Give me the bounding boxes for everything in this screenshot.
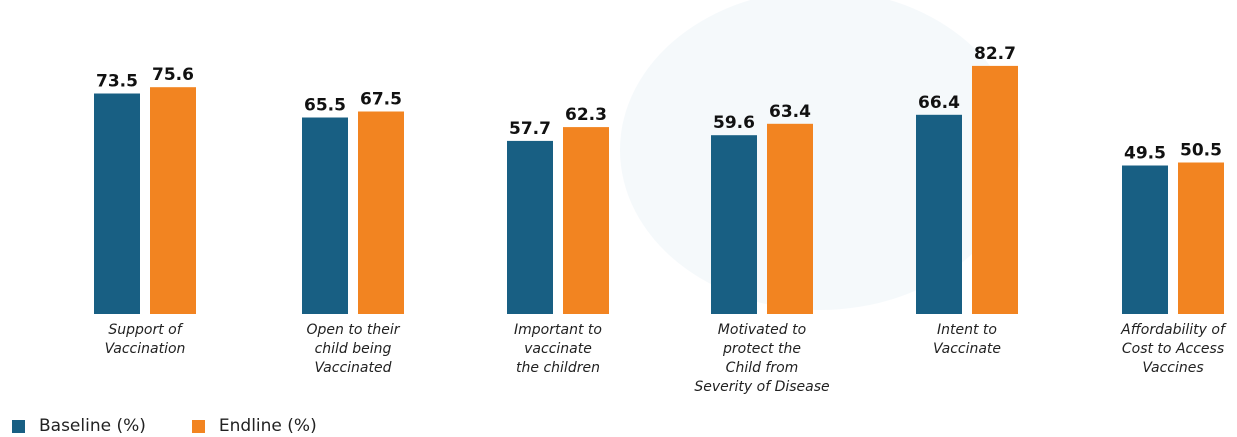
category-label-line: Child from (726, 360, 799, 376)
value-label-baseline-5: 49.5 (1124, 144, 1166, 164)
value-label-endline-0: 75.6 (152, 65, 194, 85)
category-label-line: Important to (514, 322, 602, 338)
category-label-line: Cost to Access (1122, 341, 1224, 357)
bar-endline-0 (150, 87, 196, 314)
category-label-line: vaccinate (524, 341, 592, 357)
bar-endline-4 (972, 65, 1018, 315)
bar-endline-1 (358, 111, 404, 314)
bar-baseline-3 (711, 135, 757, 314)
category-label-4: Intent to Vaccinate (933, 322, 1001, 357)
legend-item-baseline: Baseline (%) (12, 416, 146, 436)
category-label-line: Vaccinated (315, 360, 392, 376)
bar-endline-2 (563, 127, 609, 314)
legend-label-endline: Endline (%) (218, 416, 317, 436)
value-label-baseline-4: 66.4 (918, 93, 960, 113)
value-label-baseline-0: 73.5 (96, 72, 138, 92)
category-label-line: the children (516, 360, 600, 376)
value-label-endline-3: 63.4 (769, 102, 811, 122)
value-label-baseline-3: 59.6 (713, 113, 755, 133)
category-label-line: Severity of Disease (694, 379, 829, 395)
value-label-endline-4: 82.7 (974, 44, 1016, 64)
bars-group (94, 65, 1224, 315)
category-label-line: protect the (722, 341, 801, 357)
legend: Baseline (%) Endline (%) (12, 416, 363, 436)
value-labels-group: 73.5 75.6 65.5 67.5 57.7 62.3 59.6 63.4 66.4 82.7… (96, 44, 1222, 164)
category-label-line: Vaccination (105, 341, 186, 357)
legend-swatch-baseline (12, 419, 25, 433)
legend-label-baseline: Baseline (%) (39, 416, 146, 436)
category-label-line: Affordability of (1120, 322, 1227, 338)
category-label-3: Motivated to protect the Child from Severit… (694, 322, 829, 395)
category-label-line: Open to their (307, 322, 401, 338)
value-label-endline-5: 50.5 (1180, 141, 1222, 161)
legend-swatch-endline (191, 419, 205, 433)
category-label-line: Vaccinate (933, 341, 1001, 357)
bar-baseline-2 (507, 140, 553, 314)
bar-endline-3 (767, 123, 813, 314)
category-labels-group: Support of Vaccination Open to their child … (105, 322, 1227, 395)
category-label-line: Vaccines (1142, 360, 1203, 376)
bar-baseline-0 (94, 93, 140, 314)
category-label-line: Intent to (937, 322, 997, 338)
category-label-0: Support of Vaccination (105, 322, 186, 357)
legend-item-endline: Endline (%) (191, 416, 317, 436)
category-label-5: Affordability of Cost to Access Vaccines (1120, 322, 1227, 376)
category-label-line: child being (315, 341, 392, 357)
value-label-baseline-1: 65.5 (304, 96, 346, 116)
bar-baseline-4 (916, 114, 962, 314)
bar-baseline-1 (302, 117, 348, 314)
category-label-line: Support of (108, 322, 183, 338)
category-label-1: Open to their child being Vaccinated (307, 322, 401, 376)
category-label-line: Motivated to (718, 322, 806, 338)
category-label-2: Important to vaccinate the children (514, 322, 602, 376)
bar-baseline-5 (1122, 165, 1168, 314)
value-label-baseline-2: 57.7 (509, 119, 551, 139)
value-label-endline-1: 67.5 (360, 90, 402, 110)
value-label-endline-2: 62.3 (565, 105, 607, 125)
bar-endline-5 (1178, 162, 1224, 314)
